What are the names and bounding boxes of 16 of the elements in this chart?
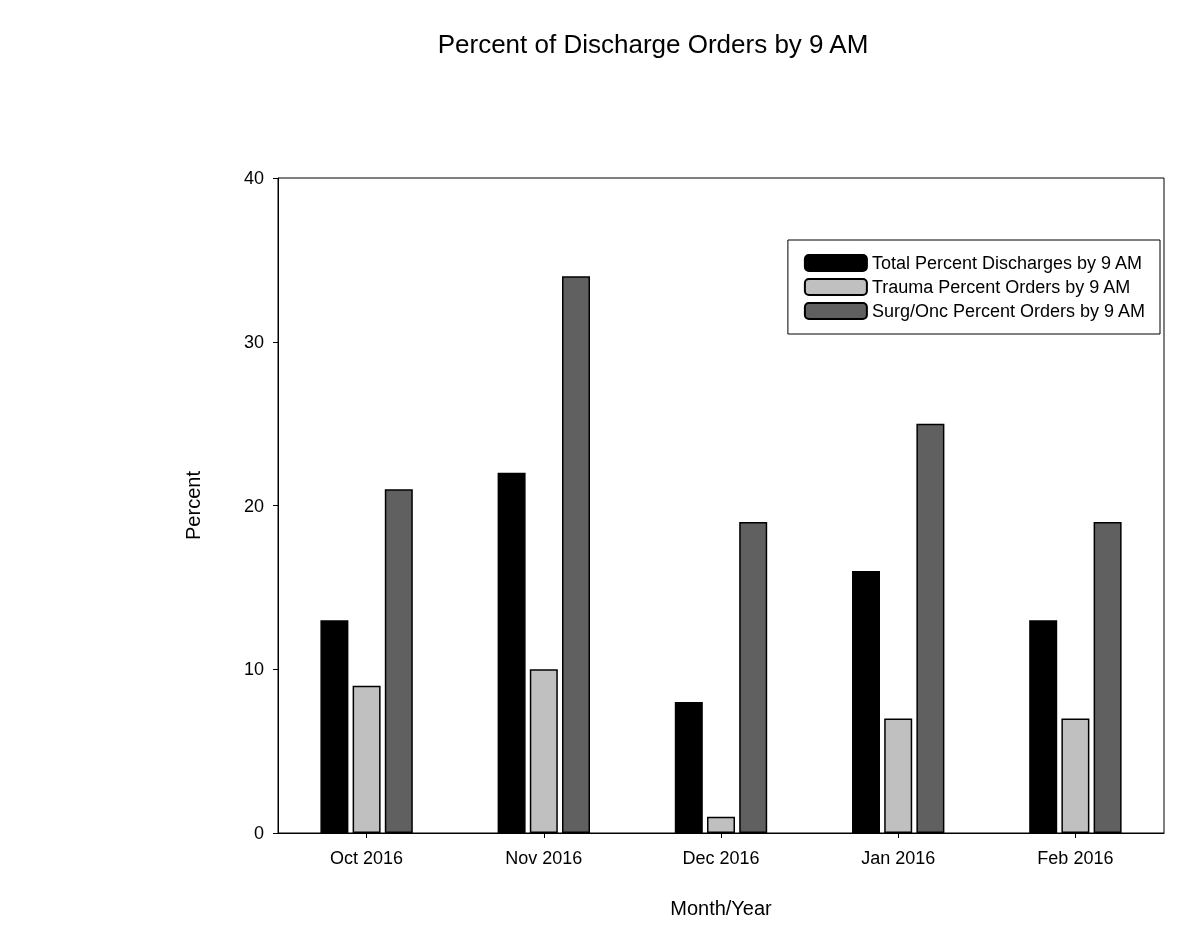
y-tick-label: 20 xyxy=(243,495,264,516)
legend-label: Surg/Onc Percent Orders by 9 AM xyxy=(871,301,1146,321)
chart-title: Percent of Discharge Orders by 9 AM xyxy=(437,29,869,59)
legend-label: Total Percent Discharges by 9 AM xyxy=(871,253,1143,273)
y-tick-label: 10 xyxy=(243,659,264,680)
x-tick-label: Feb 2016 xyxy=(1037,848,1114,868)
x-tick-label: Oct 2016 xyxy=(330,848,404,868)
x-axis-title: Month/Year xyxy=(670,897,773,919)
y-tick-label: 30 xyxy=(243,331,264,352)
x-tick-label: Nov 2016 xyxy=(505,848,583,868)
y-axis-title: Percent xyxy=(182,470,204,540)
x-tick-label: Dec 2016 xyxy=(682,848,760,868)
legend-label: Trauma Percent Orders by 9 AM xyxy=(871,277,1131,297)
x-tick-label: Jan 2016 xyxy=(861,848,936,868)
y-tick-label: 0 xyxy=(253,823,264,843)
y-tick-label: 40 xyxy=(243,168,264,188)
